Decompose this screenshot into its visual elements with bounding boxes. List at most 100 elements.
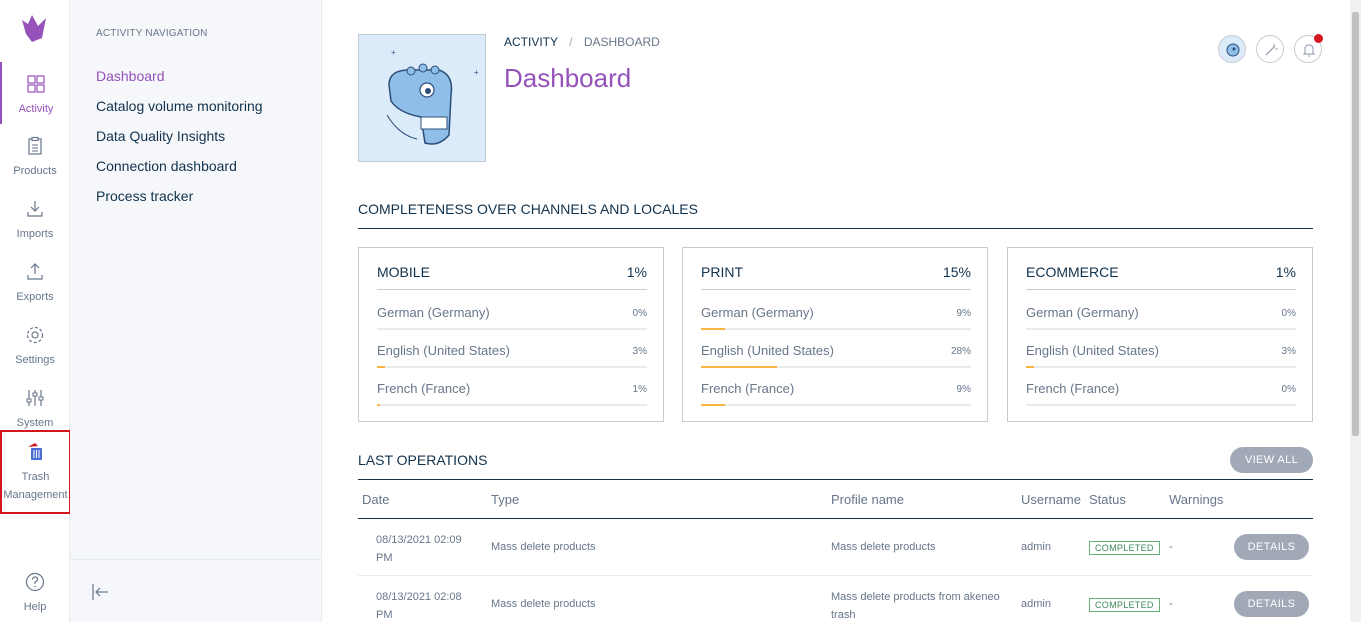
channel-header: MOBILE 1% bbox=[377, 264, 647, 280]
column-header-warnings: Warnings bbox=[1169, 492, 1224, 507]
status-badge: COMPLETED bbox=[1089, 598, 1160, 612]
nav-label-activity: Activity bbox=[18, 103, 54, 115]
locale-name: German (Germany) bbox=[701, 305, 814, 320]
nav-label-help: Help bbox=[23, 601, 47, 613]
progress-fill bbox=[1026, 366, 1035, 368]
nav-item-activity[interactable]: Activity bbox=[0, 62, 70, 124]
progress-track bbox=[377, 328, 647, 330]
locale-name: English (United States) bbox=[377, 343, 510, 358]
progress-track bbox=[701, 366, 971, 368]
locale-value: 28% bbox=[950, 346, 971, 357]
cell-warnings: - bbox=[1169, 541, 1173, 553]
locale-row: English (United States) 3% bbox=[1026, 343, 1296, 381]
cell-username: admin bbox=[1021, 598, 1051, 610]
nav-label-exports: Exports bbox=[16, 291, 54, 303]
activity-navigation-panel: ACTIVITY NAVIGATION Dashboard Catalog vo… bbox=[70, 0, 322, 622]
clipboard-icon bbox=[28, 136, 42, 155]
subnav-link-dashboard[interactable]: Dashboard bbox=[96, 68, 165, 84]
channel-card-ecommerce: ECOMMERCE 1% German (Germany) 0% English (… bbox=[1007, 247, 1313, 422]
bell-icon bbox=[1302, 44, 1316, 57]
cell-type: Mass delete products bbox=[491, 541, 596, 553]
view-all-button[interactable]: VIEW ALL bbox=[1230, 447, 1313, 473]
subnav-link-process-tracker[interactable]: Process tracker bbox=[96, 188, 194, 204]
locale-row: French (France) 1% bbox=[377, 381, 647, 419]
operations-section-title: LAST OPERATIONS bbox=[358, 452, 488, 468]
channel-name: MOBILE bbox=[377, 264, 430, 280]
completeness-divider bbox=[358, 228, 1313, 229]
nav-label-system: System bbox=[16, 417, 54, 429]
progress-fill bbox=[377, 366, 386, 368]
nav-item-exports[interactable]: Exports bbox=[0, 262, 70, 324]
notifications-button[interactable] bbox=[1294, 34, 1323, 63]
page-scrollbar[interactable] bbox=[1350, 0, 1361, 622]
cell-date: 08/13/2021 02:09 PM bbox=[376, 531, 462, 567]
import-icon bbox=[27, 201, 43, 217]
cell-profile-name: Mass delete products from akeneo trash bbox=[831, 588, 1000, 622]
nav-item-products[interactable]: Products bbox=[0, 136, 70, 198]
subnav-link-connection-dashboard[interactable]: Connection dashboard bbox=[96, 158, 237, 174]
cell-date: 08/13/2021 02:08 PM bbox=[376, 588, 462, 622]
locale-row: English (United States) 28% bbox=[701, 343, 971, 381]
breadcrumb-activity[interactable]: ACTIVITY bbox=[504, 35, 558, 49]
table-header-divider bbox=[358, 518, 1313, 519]
scrollbar-thumb[interactable] bbox=[1352, 12, 1359, 436]
locale-row: French (France) 9% bbox=[701, 381, 971, 419]
user-avatar-button[interactable] bbox=[1218, 35, 1246, 63]
locale-value: 3% bbox=[1281, 346, 1296, 357]
locale-row: German (Germany) 0% bbox=[377, 305, 647, 343]
akeneo-logo-icon[interactable] bbox=[18, 12, 50, 44]
avatar-icon bbox=[1226, 43, 1240, 57]
progress-fill bbox=[701, 366, 777, 368]
subnav-link-data-quality[interactable]: Data Quality Insights bbox=[96, 128, 226, 144]
sliders-icon bbox=[26, 390, 44, 406]
progress-track bbox=[1026, 404, 1296, 406]
nav-label-trash: Trash bbox=[21, 471, 50, 483]
locale-value: 1% bbox=[632, 384, 647, 395]
page-title: Dashboard bbox=[504, 63, 632, 93]
locale-name: German (Germany) bbox=[1026, 305, 1139, 320]
cell-type: Mass delete products bbox=[491, 598, 596, 610]
nav-item-imports[interactable]: Imports bbox=[0, 199, 70, 261]
channel-name: PRINT bbox=[701, 264, 743, 280]
channel-header: ECOMMERCE 1% bbox=[1026, 264, 1296, 280]
notification-badge bbox=[1314, 34, 1323, 43]
operations-divider bbox=[358, 479, 1313, 480]
locale-row: German (Germany) 9% bbox=[701, 305, 971, 343]
completeness-section-title: COMPLETENESS OVER CHANNELS AND LOCALES bbox=[358, 201, 698, 217]
shortcut-button[interactable] bbox=[1256, 35, 1284, 63]
date-ampm: PM bbox=[376, 552, 393, 564]
column-header-date: Date bbox=[362, 492, 390, 507]
column-header-type: Type bbox=[491, 492, 520, 507]
svg-text:+: + bbox=[391, 48, 396, 57]
details-button[interactable]: DETAILS bbox=[1234, 534, 1309, 560]
details-button[interactable]: DETAILS bbox=[1234, 591, 1309, 617]
progress-track bbox=[701, 328, 971, 330]
collapse-panel-icon[interactable] bbox=[90, 582, 110, 602]
channel-divider bbox=[701, 289, 971, 290]
column-header-profile-name: Profile name bbox=[831, 492, 904, 507]
locale-name: English (United States) bbox=[1026, 343, 1159, 358]
nav-label-imports: Imports bbox=[16, 228, 54, 240]
cell-username: admin bbox=[1021, 541, 1051, 553]
nav-item-help[interactable]: Help bbox=[0, 572, 70, 622]
progress-fill bbox=[701, 404, 726, 406]
help-icon bbox=[25, 572, 45, 592]
locale-value: 9% bbox=[956, 384, 971, 395]
cell-warnings: - bbox=[1169, 598, 1173, 610]
progress-fill bbox=[701, 328, 726, 330]
progress-track bbox=[377, 366, 647, 368]
nav-item-trash-management[interactable]: Trash Management bbox=[0, 430, 71, 514]
nav-item-settings[interactable]: Settings bbox=[0, 325, 70, 387]
progress-track bbox=[377, 404, 647, 406]
subnav-link-catalog-volume[interactable]: Catalog volume monitoring bbox=[96, 98, 263, 114]
date-ampm: PM bbox=[376, 609, 393, 621]
magic-wand-icon bbox=[1265, 44, 1278, 56]
locale-row: French (France) 0% bbox=[1026, 381, 1296, 419]
dashboard-icon bbox=[27, 75, 45, 93]
date-line: 08/13/2021 02:08 bbox=[376, 591, 462, 603]
profile-line: trash bbox=[831, 609, 856, 621]
nav-item-system[interactable]: System bbox=[0, 388, 70, 450]
locale-value: 3% bbox=[632, 346, 647, 357]
status-badge: COMPLETED bbox=[1089, 541, 1160, 555]
trash-icon bbox=[27, 443, 42, 460]
